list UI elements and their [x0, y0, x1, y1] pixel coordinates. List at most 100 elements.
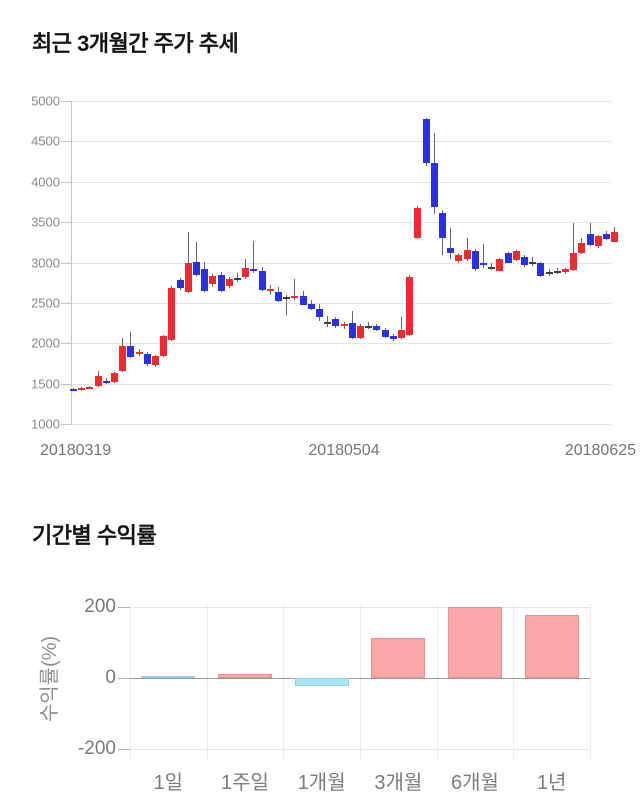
price-y-tick-mark [61, 222, 71, 224]
candle [463, 249, 471, 260]
candle [570, 252, 578, 270]
candle [266, 289, 274, 292]
candle [357, 326, 364, 338]
candle-wick [368, 321, 370, 329]
returns-category-label: 1년 [536, 772, 567, 794]
candle [414, 208, 422, 238]
candle-wick [450, 227, 452, 259]
returns-bar [218, 674, 272, 678]
candle-wick [253, 240, 255, 273]
candle [512, 251, 520, 261]
candle [488, 266, 496, 269]
candle [365, 325, 373, 328]
candle-wick [556, 267, 558, 275]
candle [258, 271, 266, 291]
candle [135, 352, 143, 355]
candle [86, 387, 94, 390]
price-y-tick-label: 3000 [31, 255, 60, 271]
returns-category-label: 1개월 [297, 772, 346, 794]
price-gridline [71, 222, 611, 224]
candle-wick [138, 348, 140, 356]
returns-y-tick-mark [118, 678, 130, 679]
returns-y-tick-label: -200 [77, 738, 116, 759]
returns-y-tick-label: 0 [105, 667, 116, 688]
returns-gridline-v [283, 604, 285, 760]
candle [299, 295, 307, 305]
candle [611, 231, 619, 242]
candle [586, 234, 594, 245]
price-y-axis-line [71, 101, 72, 425]
candle [406, 277, 414, 336]
price-gridline [71, 181, 611, 183]
price-y-tick-mark [61, 303, 71, 304]
candle [283, 297, 291, 300]
candle [430, 163, 438, 207]
candle [455, 254, 463, 261]
candle [324, 322, 332, 325]
candle [242, 268, 250, 278]
returns-category-label: 3개월 [374, 772, 423, 794]
candle [102, 380, 110, 383]
returns-bar [524, 614, 579, 678]
returns-category-label: 6개월 [451, 772, 499, 794]
candle [275, 291, 282, 301]
candle [603, 234, 610, 240]
candle [70, 389, 77, 392]
returns-y-tick-label: 200 [84, 596, 116, 617]
candle [439, 212, 446, 239]
candle-wick [73, 388, 74, 391]
returns-bar [448, 607, 502, 678]
price-y-tick-label: 4000 [31, 174, 60, 190]
price-candlestick-chart: 5000 4500 4000 3500 3000 2500 2000 1500 1000 2018… [0, 90, 640, 470]
candle-wick [573, 223, 575, 271]
returns-gridline-v [360, 604, 361, 760]
returns-bar [371, 637, 426, 678]
candle [389, 336, 397, 340]
candle-wick [196, 242, 197, 276]
candle [111, 373, 118, 383]
candle [578, 243, 586, 253]
candle [340, 324, 348, 327]
price-gridline [71, 303, 611, 304]
x-axis-date-end: 20180625 [564, 442, 636, 459]
candle [381, 329, 389, 337]
candle [160, 336, 168, 356]
candle [307, 303, 315, 310]
returns-gridline-h [130, 607, 590, 608]
returns-bar [141, 676, 196, 678]
returns-category-label: 1주일 [221, 772, 269, 794]
candle-wick [327, 315, 329, 328]
period-returns-title: 기간별 수익률 [32, 523, 157, 548]
returns-gridline-v [130, 604, 131, 760]
returns-gridline-h [130, 678, 590, 679]
candle [471, 251, 479, 270]
candle [521, 256, 528, 266]
returns-gridline-v [436, 604, 438, 760]
returns-y-tick-mark [118, 749, 130, 750]
candle [332, 319, 340, 327]
candle-wick [401, 316, 402, 339]
candle [504, 252, 512, 263]
returns-bar [294, 678, 349, 686]
price-y-tick-label: 1500 [31, 376, 60, 392]
returns-gridline-h [130, 749, 590, 750]
candle [225, 278, 233, 287]
candle [562, 269, 569, 273]
price-y-tick-mark [61, 101, 71, 102]
returns-bar-chart: 수익률(%) 200 0 -200 1일 1주일 1개월 3개월 6개월 1년 [0, 560, 640, 810]
candle [496, 259, 504, 271]
price-y-tick-mark [61, 424, 71, 426]
candle-wick [294, 278, 296, 300]
candle [152, 355, 159, 366]
candle [529, 261, 537, 264]
returns-gridline-v [206, 604, 208, 760]
candle-wick [237, 273, 238, 283]
candle [422, 118, 430, 164]
candle [176, 280, 184, 289]
price-gridline [71, 262, 611, 264]
price-y-tick-label: 4500 [31, 133, 60, 149]
candle [447, 248, 455, 253]
returns-gridline-v [513, 604, 515, 760]
price-gridline [71, 101, 611, 102]
